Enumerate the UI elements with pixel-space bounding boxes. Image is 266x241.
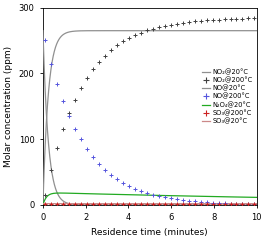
Y-axis label: Molar concentration (ppm): Molar concentration (ppm): [4, 46, 13, 167]
X-axis label: Residence time (minutes): Residence time (minutes): [92, 228, 208, 237]
Legend: NO₂@20°C, NO₂@200°C, NO@20°C, NO@200°C, N₂O₄@20°C, SO₃@200°C, SO₃@20°C: NO₂@20°C, NO₂@200°C, NO@20°C, NO@200°C, …: [201, 68, 253, 125]
